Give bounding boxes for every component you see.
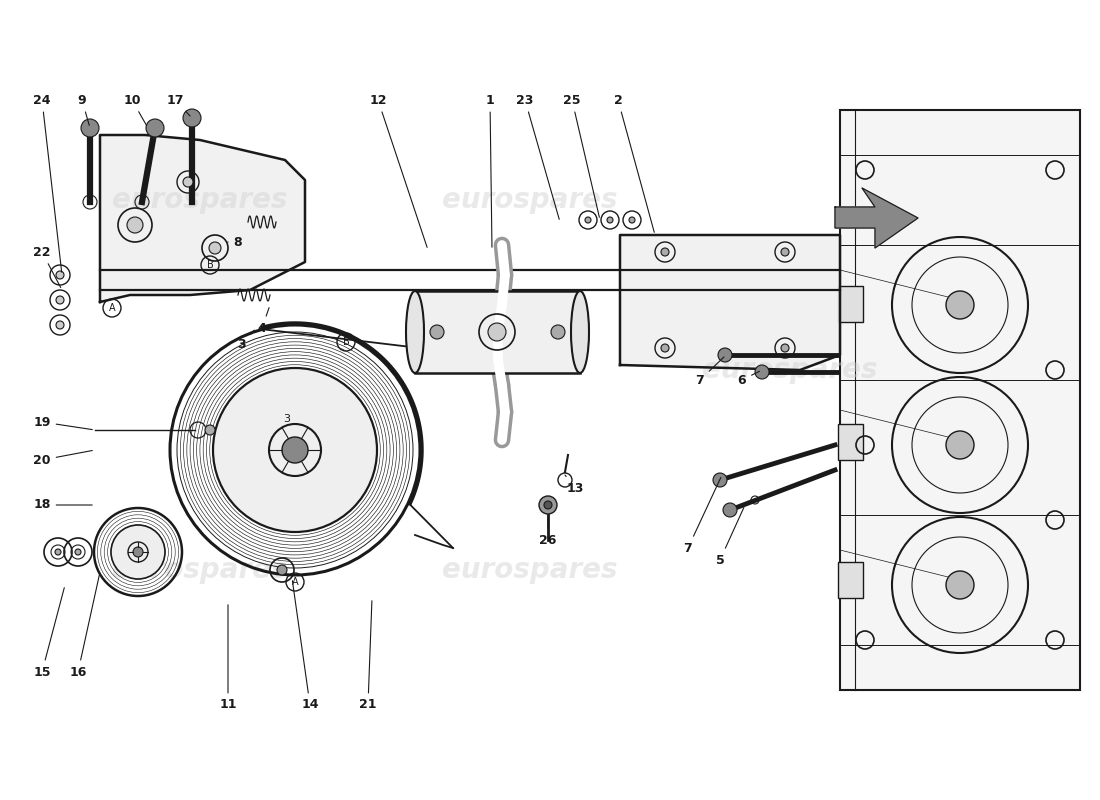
Text: B: B <box>207 260 213 270</box>
Text: 13: 13 <box>565 475 584 494</box>
Circle shape <box>661 248 669 256</box>
Circle shape <box>56 321 64 329</box>
Circle shape <box>55 549 60 555</box>
Circle shape <box>539 496 557 514</box>
Circle shape <box>488 323 506 341</box>
Circle shape <box>75 549 81 555</box>
Text: 17: 17 <box>166 94 190 116</box>
Text: eurospares: eurospares <box>442 556 618 584</box>
Polygon shape <box>840 110 1080 690</box>
Text: B: B <box>342 337 350 347</box>
Circle shape <box>607 217 613 223</box>
Text: 14: 14 <box>293 581 319 711</box>
Circle shape <box>430 325 444 339</box>
Circle shape <box>718 348 732 362</box>
Text: eurospares: eurospares <box>702 356 878 384</box>
Ellipse shape <box>406 291 424 373</box>
Text: 7: 7 <box>683 478 720 554</box>
Text: 24: 24 <box>33 94 62 272</box>
Text: 26: 26 <box>539 517 557 546</box>
Circle shape <box>183 177 192 187</box>
Text: 20: 20 <box>33 450 92 466</box>
Text: 15: 15 <box>33 588 64 678</box>
Text: 10: 10 <box>123 94 146 126</box>
Circle shape <box>111 525 165 579</box>
Circle shape <box>946 571 974 599</box>
Circle shape <box>551 325 565 339</box>
Text: 1: 1 <box>485 94 494 247</box>
Text: 3: 3 <box>284 414 290 424</box>
Text: 2: 2 <box>614 94 654 232</box>
Text: 9: 9 <box>78 94 89 126</box>
Circle shape <box>277 565 287 575</box>
Circle shape <box>209 242 221 254</box>
Text: 22: 22 <box>33 246 60 287</box>
Text: 21: 21 <box>360 601 376 711</box>
Circle shape <box>126 217 143 233</box>
Circle shape <box>629 217 635 223</box>
Circle shape <box>755 365 769 379</box>
Text: eurospares: eurospares <box>112 186 288 214</box>
Text: 7: 7 <box>695 357 724 386</box>
Circle shape <box>781 248 789 256</box>
Circle shape <box>661 344 669 352</box>
Bar <box>838 424 864 460</box>
Circle shape <box>81 119 99 137</box>
Bar <box>838 562 864 598</box>
Circle shape <box>133 547 143 557</box>
Text: 18: 18 <box>33 498 92 511</box>
Text: 5: 5 <box>716 507 744 566</box>
Text: 16: 16 <box>69 574 99 678</box>
Text: 6: 6 <box>738 371 759 386</box>
Text: A: A <box>292 577 298 587</box>
Text: A: A <box>109 303 116 313</box>
Text: 25: 25 <box>563 94 600 218</box>
Polygon shape <box>835 188 918 248</box>
Circle shape <box>946 431 974 459</box>
Text: 12: 12 <box>370 94 427 247</box>
Ellipse shape <box>571 291 588 373</box>
Text: 23: 23 <box>516 94 559 219</box>
Bar <box>840 110 1080 690</box>
Text: 11: 11 <box>219 605 236 711</box>
Polygon shape <box>100 135 305 302</box>
Text: 19: 19 <box>33 415 92 430</box>
Text: 3: 3 <box>238 330 254 351</box>
Text: eurospares: eurospares <box>112 556 288 584</box>
Circle shape <box>56 271 64 279</box>
Polygon shape <box>620 235 840 370</box>
Circle shape <box>183 109 201 127</box>
Circle shape <box>781 344 789 352</box>
Circle shape <box>585 217 591 223</box>
Circle shape <box>946 291 974 319</box>
Text: eurospares: eurospares <box>442 186 618 214</box>
Circle shape <box>213 368 377 532</box>
Circle shape <box>544 501 552 509</box>
Circle shape <box>56 296 64 304</box>
Circle shape <box>205 425 214 435</box>
Circle shape <box>723 503 737 517</box>
Circle shape <box>713 473 727 487</box>
Circle shape <box>282 437 308 463</box>
Text: 8: 8 <box>228 235 242 249</box>
Bar <box>838 286 864 322</box>
Text: 4: 4 <box>257 308 270 334</box>
Bar <box>415 291 580 373</box>
Circle shape <box>146 119 164 137</box>
